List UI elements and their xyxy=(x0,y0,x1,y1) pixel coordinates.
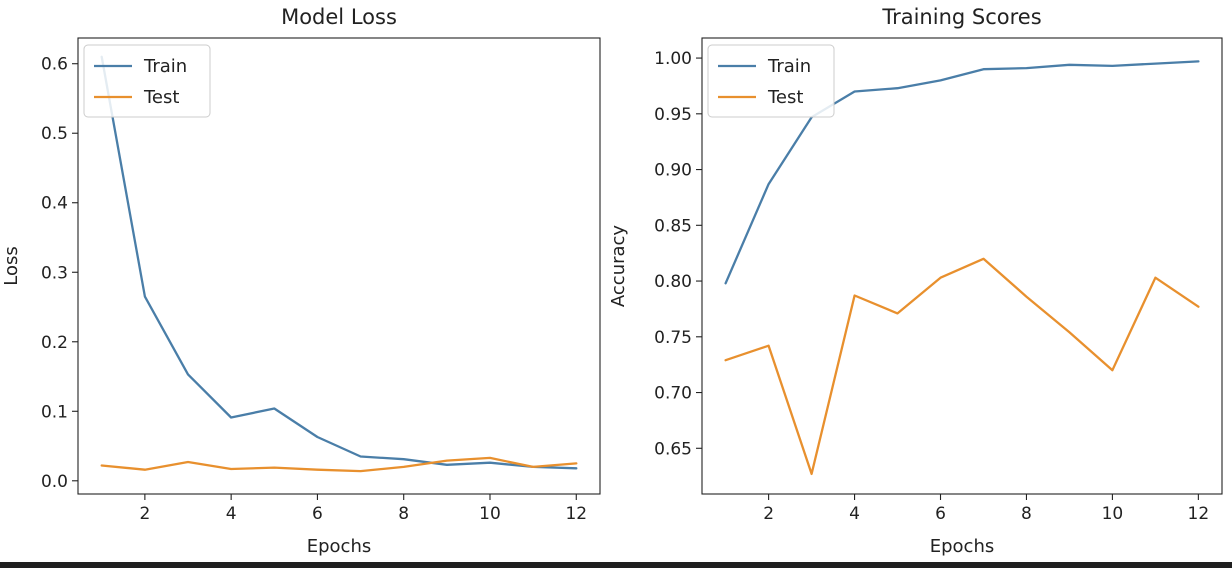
y-tick-label: 0.90 xyxy=(654,161,692,181)
x-tick-label: 4 xyxy=(849,504,860,524)
y-tick-label: 0.4 xyxy=(41,194,68,214)
x-tick-label: 2 xyxy=(763,504,774,524)
legend: Train Test xyxy=(707,44,835,118)
x-tick-label: 4 xyxy=(226,504,237,524)
x-tick-label: 6 xyxy=(935,504,946,524)
series-line-test xyxy=(724,257,1200,476)
x-tick-label: 8 xyxy=(398,504,409,524)
legend-box xyxy=(707,44,835,118)
x-axis-label: Epochs xyxy=(930,536,995,557)
plot-frame xyxy=(77,37,601,495)
training-scores-chart: Training Scores 2 4 6 8 10 12 0.65 0.70 0.75 0.80 0… xyxy=(608,5,1223,557)
legend-label-test: Test xyxy=(143,87,179,108)
x-tick-label: 10 xyxy=(1102,504,1124,524)
x-tick-label: 10 xyxy=(479,504,501,524)
x-tick-label: 12 xyxy=(1188,504,1210,524)
chart-title: Model Loss xyxy=(281,5,397,29)
legend: Train Test xyxy=(83,44,211,118)
series-line-test xyxy=(100,456,578,473)
x-axis-label: Epochs xyxy=(307,536,372,557)
y-tick-label: 0.1 xyxy=(41,402,68,422)
series-line-train xyxy=(100,55,578,470)
legend-label-train: Train xyxy=(143,56,187,77)
y-tick-label: 0.80 xyxy=(654,272,692,292)
legend-label-train: Train xyxy=(767,56,811,77)
y-tick-label: 0.70 xyxy=(654,384,692,404)
y-tick-label: 0.65 xyxy=(654,439,692,459)
x-tick-label: 6 xyxy=(312,504,323,524)
legend-label-test: Test xyxy=(767,87,803,108)
y-tick-label: 0.3 xyxy=(41,263,68,283)
y-tick-label: 0.0 xyxy=(41,472,68,492)
y-tick-label: 0.75 xyxy=(654,328,692,348)
chart-title: Training Scores xyxy=(881,5,1041,29)
y-axis-label: Loss xyxy=(1,246,22,285)
x-tick-label: 8 xyxy=(1021,504,1032,524)
y-tick-label: 0.2 xyxy=(41,333,68,353)
y-tick-label: 1.00 xyxy=(654,49,692,69)
window-bottom-edge xyxy=(0,562,1232,568)
y-tick-label: 0.6 xyxy=(41,55,68,75)
series-line-train xyxy=(724,60,1200,285)
y-axis-label: Accuracy xyxy=(608,225,629,308)
y-tick-label: 0.5 xyxy=(41,124,68,144)
y-tick-label: 0.95 xyxy=(654,105,692,125)
model-loss-chart: Model Loss 2 4 6 8 10 12 0.0 0.1 0.2 0.3 0.4 0.5 0.6 E… xyxy=(1,5,601,557)
x-tick-label: 12 xyxy=(565,504,587,524)
x-tick-label: 2 xyxy=(139,504,150,524)
plot-frame xyxy=(701,37,1223,495)
y-tick-label: 0.85 xyxy=(654,216,692,236)
legend-box xyxy=(83,44,211,118)
